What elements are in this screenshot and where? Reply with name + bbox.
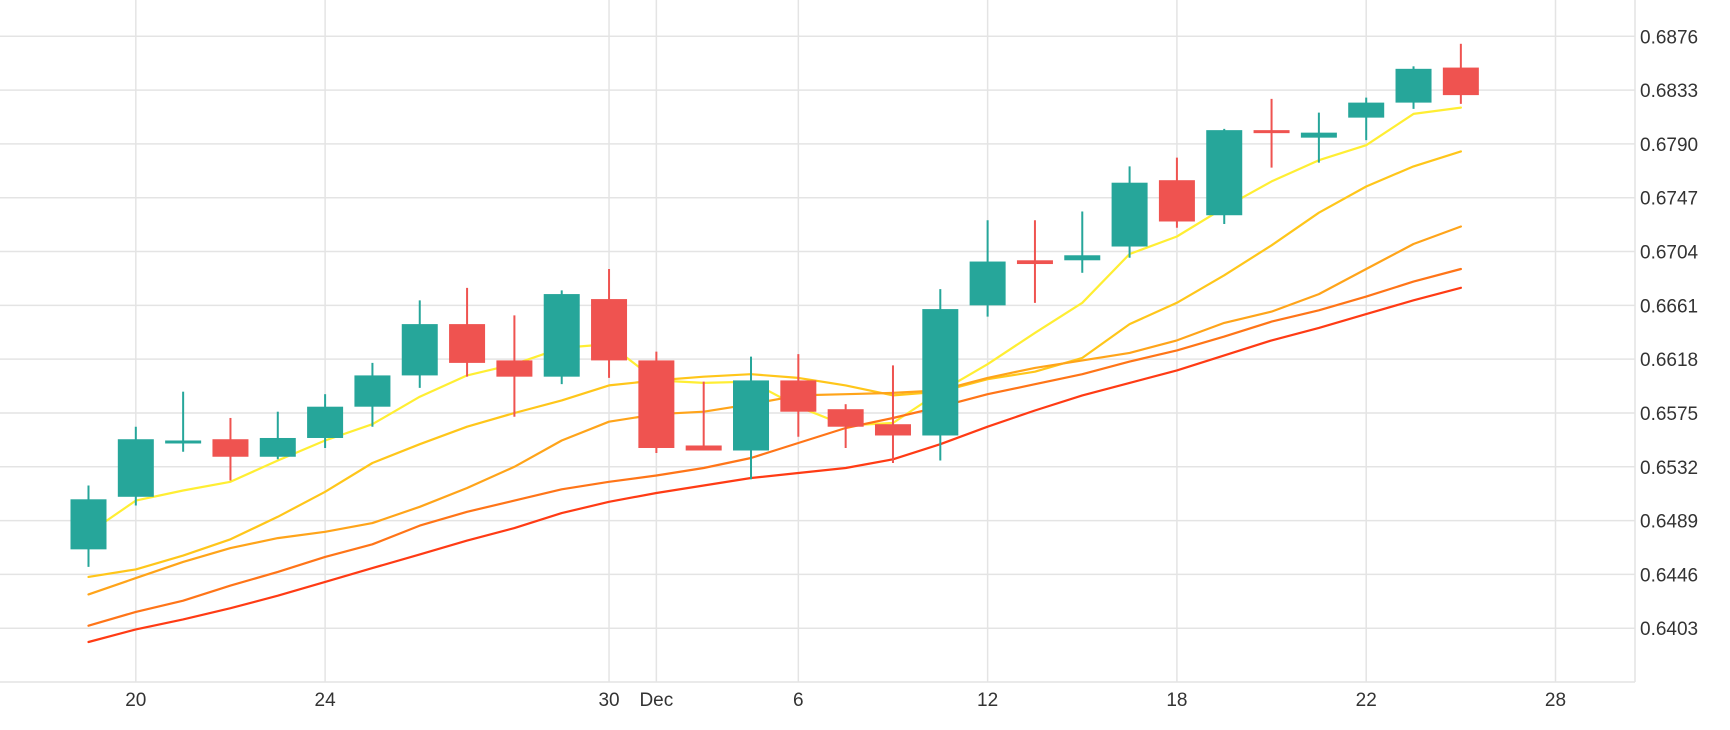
candle-down	[1016, 220, 1053, 303]
candle-up	[969, 220, 1006, 317]
x-tick-label: 24	[315, 690, 337, 711]
candle-up	[1206, 128, 1243, 224]
candle-up	[1300, 112, 1337, 163]
x-tick-label: 12	[977, 690, 998, 711]
candle-down	[638, 351, 675, 453]
candle-body	[1016, 260, 1053, 265]
candle-down	[685, 381, 722, 451]
candle-down	[591, 269, 628, 378]
candle-body	[780, 380, 817, 412]
y-tick-label: 0.6661	[1640, 296, 1698, 317]
candles	[70, 43, 1479, 567]
candle-up	[401, 300, 438, 388]
x-tick-label: 20	[125, 690, 146, 711]
candle-body	[307, 406, 344, 438]
candle-down	[780, 354, 817, 437]
candle-up	[354, 362, 391, 427]
candle-down	[1158, 157, 1195, 228]
candle-body	[449, 324, 486, 363]
candle-body	[354, 375, 391, 407]
candle-body	[1111, 182, 1148, 247]
y-tick-label: 0.6790	[1640, 135, 1698, 156]
candle-down	[496, 315, 533, 417]
y-tick-label: 0.6833	[1640, 81, 1698, 102]
candle-down	[1253, 98, 1290, 168]
candle-body	[1300, 132, 1337, 138]
x-tick-label: 30	[598, 690, 619, 711]
candle-body	[259, 437, 296, 457]
candle-body	[1253, 130, 1290, 134]
y-tick-label: 0.6532	[1640, 458, 1698, 479]
moving-average-line-4	[87, 267, 1462, 627]
moving-average-line-5	[87, 286, 1462, 644]
candle-up	[543, 290, 580, 385]
y-tick-label: 0.6446	[1640, 565, 1698, 586]
candle-body	[543, 294, 580, 377]
candle-up	[307, 394, 344, 448]
candle-body	[70, 499, 107, 550]
candle-body	[827, 409, 864, 427]
candle-body	[401, 324, 438, 376]
y-tick-label: 0.6876	[1640, 27, 1698, 48]
candle-up	[70, 485, 107, 567]
candle-up	[165, 391, 202, 452]
y-tick-label: 0.6704	[1640, 243, 1699, 264]
moving-averages	[87, 106, 1462, 644]
candle-body	[969, 261, 1006, 306]
x-tick-label: 6	[793, 690, 804, 711]
candle-up	[1348, 97, 1385, 141]
y-tick-label: 0.6403	[1640, 619, 1698, 640]
candle-body	[165, 440, 202, 444]
candle-up	[1395, 66, 1432, 109]
candle-body	[638, 360, 675, 448]
candle-down	[827, 404, 864, 448]
moving-average-line-1	[87, 106, 1462, 535]
y-tick-label: 0.6489	[1640, 512, 1698, 533]
candle-up	[922, 289, 959, 461]
y-tick-label: 0.6747	[1640, 189, 1698, 210]
candle-body	[212, 439, 249, 457]
candle-body	[874, 424, 911, 436]
candle-body	[117, 439, 154, 497]
candle-body	[591, 299, 628, 361]
x-tick-label: 22	[1356, 690, 1377, 711]
x-tick-label: Dec	[639, 690, 673, 711]
x-tick-label: 18	[1166, 690, 1187, 711]
candle-body	[1348, 102, 1385, 118]
candle-down	[212, 417, 249, 481]
candle-body	[1442, 67, 1479, 96]
candle-up	[1064, 211, 1101, 273]
candle-down	[449, 287, 486, 377]
candle-down	[874, 365, 911, 464]
axes: 0.6876 0.6833 0.6790 0.6747 0.6704 0.6661 0.66…	[125, 27, 1698, 711]
candle-body	[922, 309, 959, 436]
candle-down	[1442, 43, 1479, 104]
candle-up	[733, 356, 770, 480]
candle-body	[496, 360, 533, 377]
candle-up	[259, 411, 296, 460]
candle-body	[1158, 180, 1195, 222]
x-tick-label: 28	[1545, 690, 1566, 711]
candle-body	[1206, 130, 1243, 216]
candle-up	[117, 426, 154, 506]
candle-up	[1111, 166, 1148, 258]
y-tick-label: 0.6618	[1640, 350, 1698, 371]
candle-body	[733, 380, 770, 451]
y-tick-label: 0.6575	[1640, 404, 1698, 425]
candle-body	[685, 445, 722, 451]
candle-body	[1395, 68, 1432, 103]
moving-average-line-3	[87, 225, 1462, 596]
moving-average-line-2	[87, 150, 1462, 578]
candle-body	[1064, 255, 1101, 261]
grid	[0, 0, 1636, 683]
